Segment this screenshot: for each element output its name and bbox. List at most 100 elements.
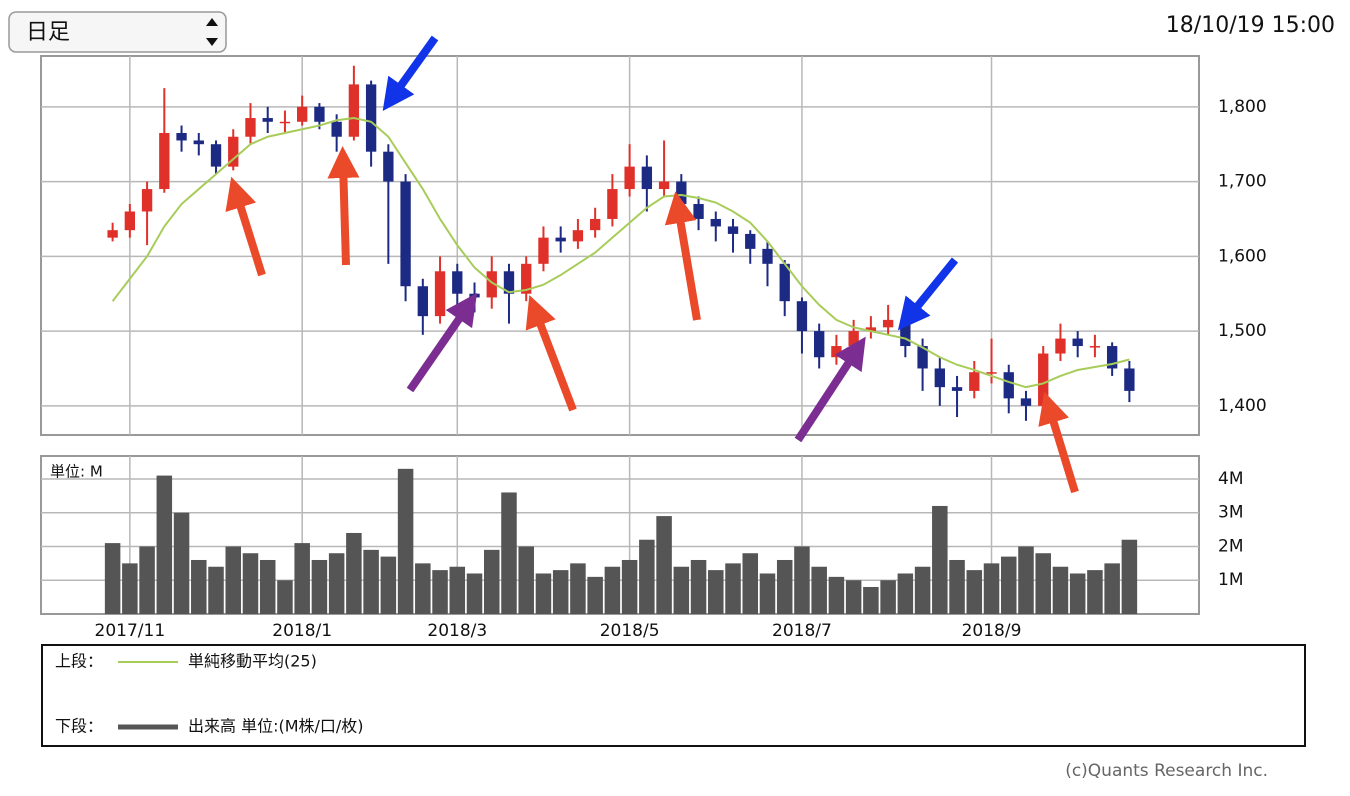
candle-body <box>969 372 980 391</box>
moving-average <box>111 117 1130 389</box>
x-tick-label: 2017/11 <box>95 621 166 641</box>
candle-body <box>521 263 532 294</box>
volume-bar <box>863 586 879 614</box>
volume-bar <box>932 505 948 614</box>
volume-bar <box>1018 546 1034 614</box>
volume-bar <box>173 512 190 614</box>
price-panel <box>40 55 1200 436</box>
volume-bar <box>518 546 534 614</box>
volume-bar <box>346 532 362 614</box>
candle-body <box>107 230 118 238</box>
candle-body <box>986 372 997 374</box>
volume-bar <box>914 566 931 614</box>
legend-label: 上段： <box>55 652 103 671</box>
volume-unit: 単位: M <box>50 463 103 481</box>
candle-body <box>124 211 136 231</box>
candle-body <box>555 237 566 242</box>
candle-body <box>624 166 635 190</box>
x-tick-label: 2018/9 <box>962 621 1022 641</box>
volume-bar <box>1087 570 1103 614</box>
candle-body <box>434 271 446 317</box>
timestamp: 18/10/19 15:00 <box>1166 13 1335 38</box>
volume-bar <box>208 566 224 614</box>
arrow <box>794 336 866 443</box>
y-tick-label: 1,700 <box>1218 172 1267 192</box>
y-tick-label: 1,400 <box>1218 396 1267 416</box>
candle-body <box>676 181 687 205</box>
arrow <box>225 176 266 277</box>
volume-bar <box>328 553 345 614</box>
candle-body <box>1106 346 1118 369</box>
candle-body <box>917 346 928 369</box>
volume-bar <box>880 580 896 614</box>
volume-bar <box>1052 566 1069 614</box>
candle-body <box>314 106 325 122</box>
volume-bar <box>1035 553 1051 614</box>
volume-bar <box>380 556 397 614</box>
arrow <box>525 295 577 412</box>
volume-bar <box>225 546 242 614</box>
volume-bar <box>466 573 483 614</box>
arrow <box>382 35 439 112</box>
selector[interactable] <box>8 11 227 53</box>
annotations <box>225 35 1079 494</box>
candle-body <box>1003 372 1014 399</box>
x-tick-label: 2018/5 <box>600 621 660 641</box>
candle-body <box>538 237 549 264</box>
volume-bar <box>104 543 121 614</box>
arrow <box>664 191 701 321</box>
arrow <box>327 146 360 266</box>
candle-body <box>848 331 859 347</box>
candle-body <box>400 181 411 287</box>
volume-bar <box>776 559 793 614</box>
volume-bar <box>1069 573 1086 614</box>
candle-body <box>365 84 377 152</box>
volume-bar <box>690 559 707 614</box>
volume-bar <box>139 546 155 614</box>
volume-bar <box>639 539 655 614</box>
candle-body <box>1020 398 1032 406</box>
volume-bar <box>828 576 845 614</box>
candle-body <box>831 346 842 358</box>
volume-bar <box>656 516 672 614</box>
candle-body <box>262 118 273 122</box>
candle-body <box>882 319 894 328</box>
arrow <box>1038 391 1079 494</box>
y-tick-label: 1,800 <box>1218 97 1267 117</box>
candle-body <box>503 271 515 294</box>
y-tick-label: 4M <box>1218 469 1243 489</box>
candle-body <box>383 151 394 182</box>
candle-body <box>1089 346 1101 348</box>
volume-bar <box>983 563 1000 614</box>
candle-body <box>210 144 222 167</box>
candle-body <box>589 218 601 231</box>
volume-bar <box>432 570 448 614</box>
volume-bar <box>621 559 638 614</box>
volume-bar <box>811 566 827 614</box>
candle-body <box>762 248 773 264</box>
candle-body <box>193 140 204 145</box>
legend-box <box>41 644 1306 747</box>
volume-bar <box>483 549 500 614</box>
volume-bar <box>759 573 776 614</box>
candle-body <box>141 189 153 212</box>
candle-body <box>1038 353 1049 406</box>
volume-bar <box>604 566 621 614</box>
candle-body <box>779 263 790 302</box>
candle-body <box>745 233 756 249</box>
volume-bar <box>552 570 569 614</box>
volume-bar <box>673 566 690 614</box>
volume-bar <box>966 570 983 614</box>
volume-bar <box>1121 539 1138 614</box>
candle-body <box>900 319 911 347</box>
y-tick-label: 1M <box>1218 570 1243 590</box>
candle-body <box>796 301 808 332</box>
volume-bar <box>294 543 310 614</box>
volume-bar <box>191 559 207 614</box>
candle-body <box>710 218 721 227</box>
x-tick-label: 2018/1 <box>272 621 332 641</box>
copyright: (c)Quants Research Inc. <box>1065 761 1268 781</box>
selector-label[interactable]: 日足 <box>26 20 70 45</box>
